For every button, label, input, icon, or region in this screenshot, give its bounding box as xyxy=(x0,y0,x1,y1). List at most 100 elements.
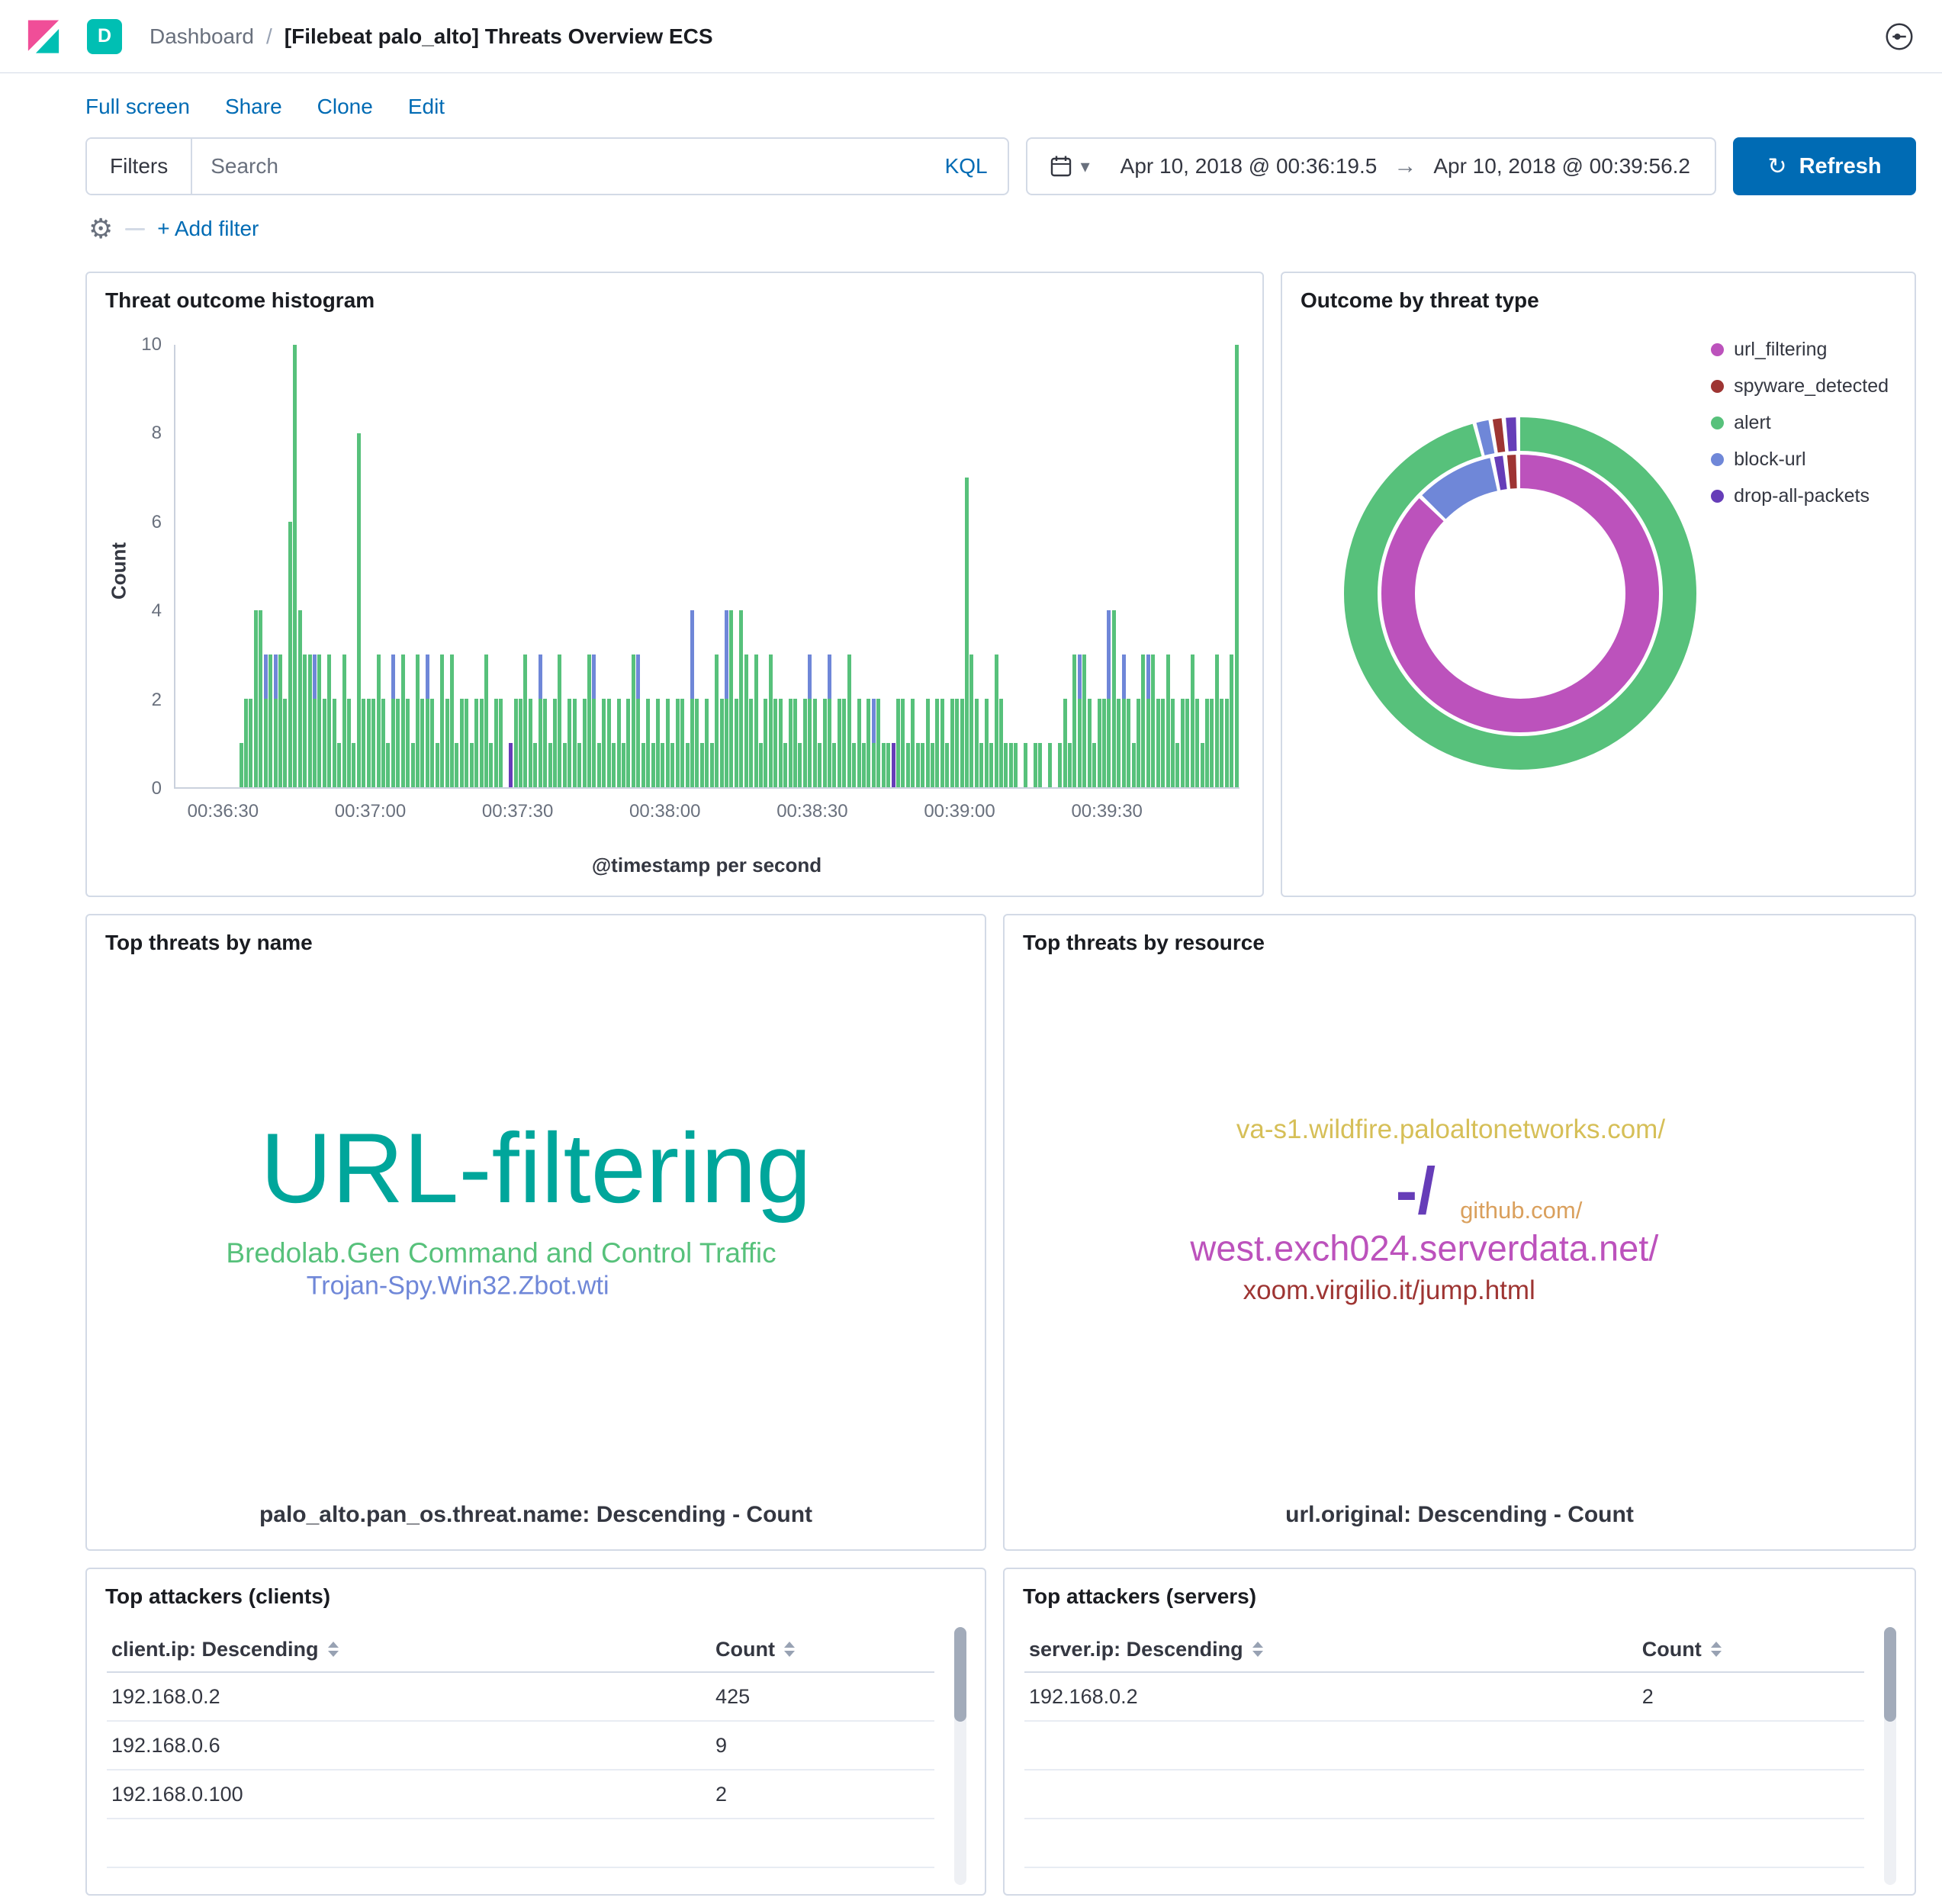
histogram-bar[interactable] xyxy=(666,699,670,787)
tag-cloud-item[interactable]: west.exch024.serverdata.net/ xyxy=(1190,1227,1658,1269)
histogram-bar[interactable] xyxy=(1195,699,1199,787)
histogram-bar[interactable] xyxy=(695,699,699,787)
histogram-bar[interactable] xyxy=(573,699,577,787)
histogram-bar[interactable] xyxy=(789,699,793,787)
column-header[interactable]: client.ip: Descending xyxy=(107,1638,711,1661)
histogram-bar[interactable] xyxy=(1072,654,1076,787)
histogram-bar[interactable] xyxy=(1122,654,1126,787)
histogram-bar[interactable] xyxy=(1068,743,1072,787)
histogram-bar[interactable] xyxy=(484,654,488,787)
histogram-bar[interactable] xyxy=(612,743,616,787)
histogram-bar[interactable] xyxy=(411,743,415,787)
histogram-bar[interactable] xyxy=(931,743,934,787)
histogram-bar[interactable] xyxy=(514,699,518,787)
histogram-bar[interactable] xyxy=(759,743,763,787)
share-link[interactable]: Share xyxy=(225,95,282,119)
histogram-bar[interactable] xyxy=(935,699,939,787)
histogram-bar[interactable] xyxy=(808,654,812,787)
histogram-bar[interactable] xyxy=(371,699,375,787)
histogram-bar[interactable] xyxy=(1141,654,1145,787)
histogram-bar[interactable] xyxy=(298,610,302,787)
histogram-bar[interactable] xyxy=(622,743,625,787)
histogram-bar[interactable] xyxy=(362,699,365,787)
histogram-bar[interactable] xyxy=(416,654,420,787)
histogram-bar[interactable] xyxy=(646,699,650,787)
histogram-bar[interactable] xyxy=(1082,654,1086,787)
histogram-bar[interactable] xyxy=(1078,654,1082,787)
histogram-bar[interactable] xyxy=(882,743,886,787)
histogram-bar[interactable] xyxy=(489,743,493,787)
histogram-bar[interactable] xyxy=(754,654,758,787)
histogram-bar[interactable] xyxy=(876,699,880,787)
histogram-bar[interactable] xyxy=(1215,654,1219,787)
histogram-bar[interactable] xyxy=(901,699,905,787)
histogram-bar[interactable] xyxy=(1161,699,1165,787)
histogram-bar[interactable] xyxy=(264,654,268,787)
histogram-bar[interactable] xyxy=(352,743,355,787)
histogram-bar[interactable] xyxy=(381,699,385,787)
histogram-bar[interactable] xyxy=(1048,743,1052,787)
add-filter-button[interactable]: + Add filter xyxy=(157,217,259,241)
histogram-bar[interactable] xyxy=(886,743,890,787)
column-header[interactable]: server.ip: Descending xyxy=(1024,1638,1638,1661)
histogram-bar[interactable] xyxy=(499,699,503,787)
tag-cloud-item[interactable]: xoom.virgilio.it/jump.html xyxy=(1243,1275,1535,1306)
date-start[interactable]: Apr 10, 2018 @ 00:36:19.5 xyxy=(1104,154,1394,178)
histogram-bar[interactable] xyxy=(832,743,836,787)
histogram-bar[interactable] xyxy=(945,743,949,787)
histogram-bar[interactable] xyxy=(823,699,827,787)
histogram-bar[interactable] xyxy=(813,699,817,787)
histogram-bar[interactable] xyxy=(773,699,777,787)
histogram-bar[interactable] xyxy=(803,699,807,787)
histogram-bar[interactable] xyxy=(700,743,704,787)
histogram-bar[interactable] xyxy=(735,699,738,787)
histogram-bar[interactable] xyxy=(1191,654,1194,787)
histogram-bar[interactable] xyxy=(342,654,346,787)
edit-link[interactable]: Edit xyxy=(408,95,445,119)
histogram-bar[interactable] xyxy=(1009,743,1013,787)
histogram-bar[interactable] xyxy=(1166,654,1170,787)
histogram-bar[interactable] xyxy=(715,654,719,787)
histogram-bar[interactable] xyxy=(577,743,581,787)
histogram-bar[interactable] xyxy=(955,699,959,787)
histogram-bar[interactable] xyxy=(1171,699,1175,787)
histogram-bar[interactable] xyxy=(303,654,307,787)
histogram-bar[interactable] xyxy=(548,743,552,787)
histogram-bar[interactable] xyxy=(1014,743,1018,787)
histogram-bar[interactable] xyxy=(1102,699,1106,787)
histogram-bar[interactable] xyxy=(420,699,424,787)
histogram-bar[interactable] xyxy=(690,610,694,787)
histogram-bar[interactable] xyxy=(749,699,753,787)
histogram-bar[interactable] xyxy=(651,743,655,787)
histogram-bar[interactable] xyxy=(1034,743,1037,787)
histogram-bar[interactable] xyxy=(842,699,846,787)
histogram-bar[interactable] xyxy=(455,743,458,787)
histogram-bar[interactable] xyxy=(259,610,262,787)
histogram-bar[interactable] xyxy=(783,743,787,787)
histogram-bar[interactable] xyxy=(838,699,841,787)
histogram-bar[interactable] xyxy=(1038,743,1042,787)
clone-link[interactable]: Clone xyxy=(317,95,373,119)
breadcrumb-dashboard[interactable]: Dashboard xyxy=(150,24,254,49)
histogram-bar[interactable] xyxy=(857,699,861,787)
histogram-bar[interactable] xyxy=(769,654,773,787)
histogram-bar[interactable] xyxy=(985,699,989,787)
histogram-bar[interactable] xyxy=(401,654,405,787)
histogram-bar[interactable] xyxy=(1117,699,1121,787)
histogram-bar[interactable] xyxy=(445,699,449,787)
histogram-bar[interactable] xyxy=(1151,654,1155,787)
histogram-bar[interactable] xyxy=(1088,699,1092,787)
histogram-bar[interactable] xyxy=(661,743,664,787)
histogram-bar[interactable] xyxy=(818,743,821,787)
histogram-bar[interactable] xyxy=(975,699,979,787)
histogram-bar[interactable] xyxy=(367,699,371,787)
histogram-bar[interactable] xyxy=(725,610,728,787)
histogram-bar[interactable] xyxy=(852,743,856,787)
tag-cloud-item[interactable]: github.com/ xyxy=(1460,1197,1582,1224)
histogram-bar[interactable] xyxy=(1107,610,1111,787)
tag-cloud-item[interactable]: va-s1.wildfire.paloaltonetworks.com/ xyxy=(1236,1114,1665,1145)
histogram-bar[interactable] xyxy=(999,699,1003,787)
histogram-bar[interactable] xyxy=(1146,654,1150,787)
histogram-bar[interactable] xyxy=(480,699,484,787)
filters-button[interactable]: Filters xyxy=(87,139,192,194)
